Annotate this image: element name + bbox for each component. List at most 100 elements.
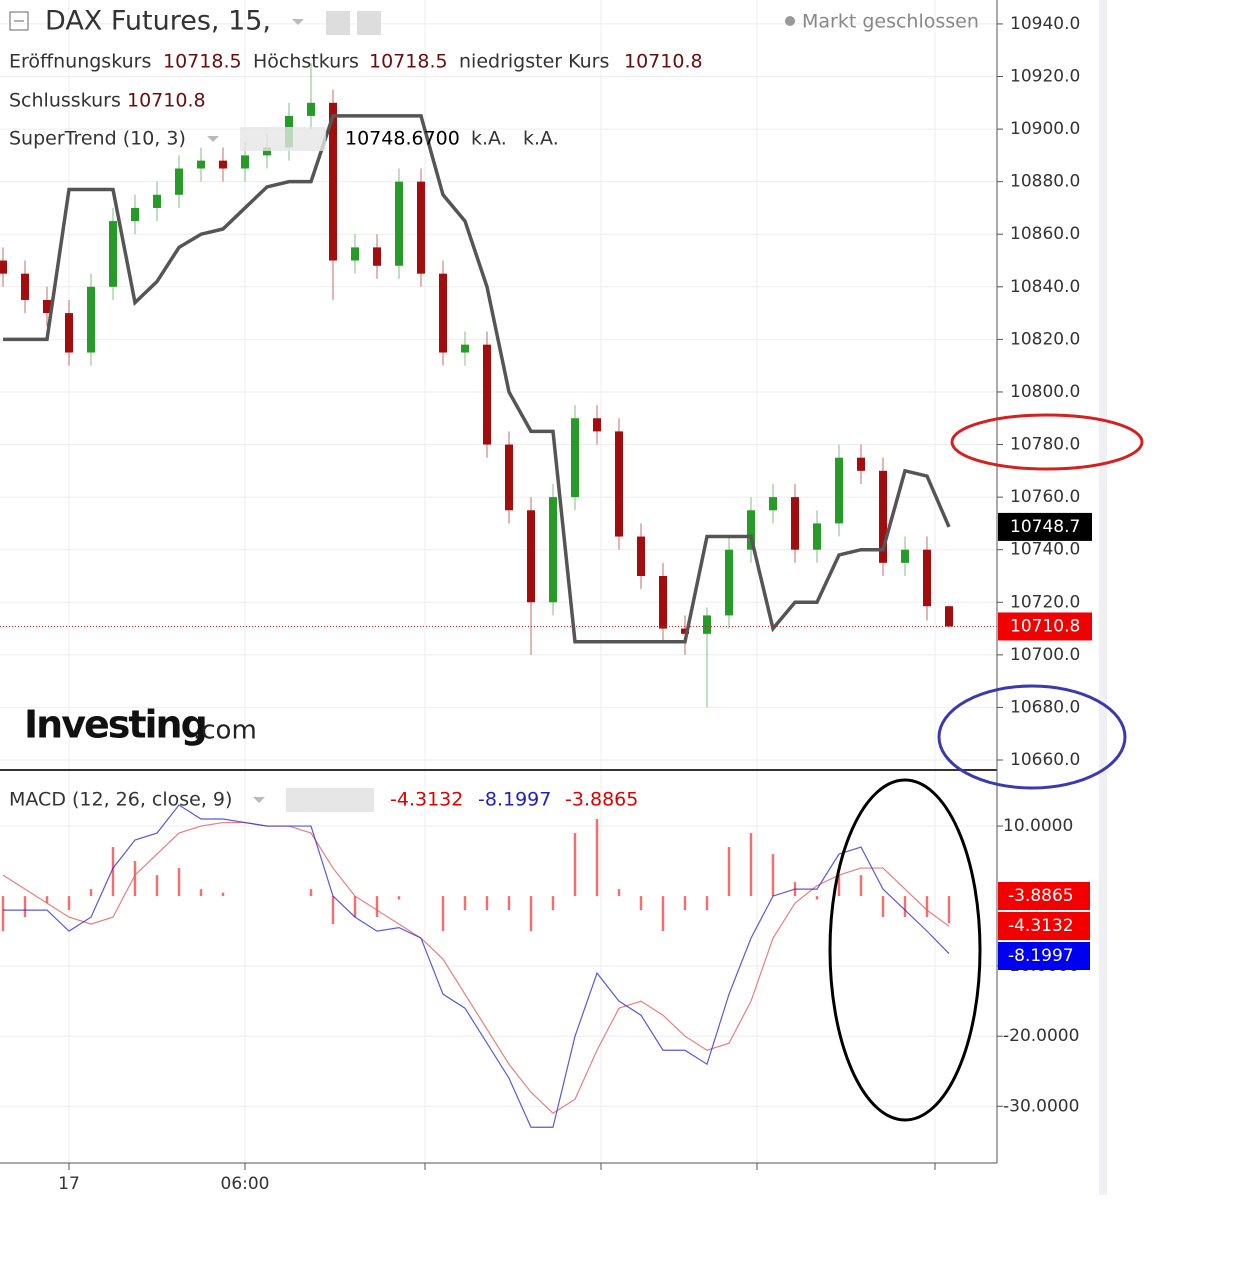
candle-body [395, 181, 403, 266]
supertrend-label: SuperTrend (10, 3) [9, 128, 186, 150]
macd-header-value: -8.1997 [478, 789, 551, 811]
y-tick-label: 10900.0 [1010, 119, 1080, 139]
hist-header-value: -3.8865 [565, 789, 638, 811]
y-tick-label: 10820.0 [1010, 329, 1080, 349]
candle-body [945, 606, 953, 627]
candle-body [65, 313, 73, 353]
candle-body [571, 418, 579, 498]
candle-body [307, 102, 315, 116]
candle-body [439, 273, 447, 353]
y-tick-label: 10.0000 [1003, 816, 1073, 836]
candle-body [109, 221, 117, 287]
close-value: 10710.8 [127, 90, 206, 112]
candle-body [175, 168, 183, 195]
price-badge-label: 10748.7 [1010, 517, 1080, 537]
y-tick-label: 10680.0 [1010, 697, 1080, 717]
na-value: k.A. [471, 128, 507, 150]
watermark: Investing [24, 703, 206, 747]
candle-body [219, 160, 227, 169]
candle-body [681, 628, 689, 634]
y-tick-label: 10940.0 [1010, 14, 1080, 34]
candle-body [901, 549, 909, 563]
candle-body [813, 523, 821, 550]
y-tick-label: 10760.0 [1010, 487, 1080, 507]
macd-line [3, 804, 950, 1128]
y-tick-label: 10780.0 [1010, 435, 1080, 455]
watermark-suffix: .com [193, 716, 257, 746]
candle-body [857, 457, 865, 471]
status-dot [785, 16, 795, 26]
price-badge-label: 10710.8 [1010, 616, 1080, 636]
y-tick-label: 10920.0 [1010, 67, 1080, 87]
x-minor-ticks [424, 1163, 936, 1170]
macd-badge-label: -4.3132 [1008, 916, 1074, 936]
candle-body [329, 102, 337, 261]
price-badge [998, 512, 1092, 541]
eye-icon[interactable] [326, 11, 350, 35]
candle-body [461, 344, 469, 353]
candle-body [87, 286, 95, 353]
low-label: niedrigster Kurs [459, 51, 609, 73]
annotation-ellipse [950, 413, 1144, 471]
candle-body [703, 615, 711, 634]
y-tick-label: 10860.0 [1010, 224, 1080, 244]
macd-badge-label: -8.1997 [1008, 946, 1074, 966]
candle-body [725, 549, 733, 616]
open-value: 10718.5 [163, 51, 242, 73]
macd-badge [998, 882, 1090, 910]
candle-body [153, 194, 161, 208]
indicator-icons[interactable] [240, 127, 326, 151]
candle-body [417, 181, 425, 274]
candle-body [835, 457, 843, 524]
candle-body [505, 444, 513, 511]
supertrend-line [3, 114, 951, 644]
candle-body [637, 536, 645, 576]
macd-badge [998, 942, 1090, 970]
candle-body [263, 147, 271, 156]
candle-body [659, 575, 667, 629]
candle-body [43, 299, 51, 314]
na-value: k.A. [523, 128, 559, 150]
candle-body [241, 155, 249, 169]
dropdown-icon[interactable] [292, 19, 304, 25]
low-value: 10710.8 [624, 51, 703, 73]
signal-header-value: -4.3132 [390, 789, 463, 811]
settings-icon[interactable] [357, 11, 381, 35]
y-tick-label: -30.0000 [1003, 1096, 1079, 1116]
annotation-ellipse [828, 778, 982, 1122]
overlay: 10660.0 10680.0 10700.0 10720.0 10740.0 10760… [58, 14, 1092, 1194]
candle-body [131, 207, 139, 222]
price-badge [998, 612, 1092, 641]
y-tick-label: -20.0000 [1003, 1026, 1079, 1046]
candle-body [549, 497, 557, 603]
x-tick-label: 06:00 [221, 1174, 270, 1194]
candle-body [483, 344, 491, 445]
candle-body [351, 247, 359, 261]
candle-body [0, 260, 7, 274]
candle-body [21, 273, 29, 300]
macd-title: MACD (12, 26, close, 9) [9, 789, 232, 811]
y-tick-label: 10880.0 [1010, 172, 1080, 192]
candle-body [197, 160, 205, 169]
candle-body [923, 549, 931, 607]
high-label: Höchstkurs [253, 51, 359, 73]
y-tick-label: 10720.0 [1010, 592, 1080, 612]
collapse-icon[interactable] [9, 11, 29, 31]
y-tick-label: 10660.0 [1010, 750, 1080, 770]
x-tick-label: 17 [58, 1174, 80, 1194]
y-tick-label: 10800.0 [1010, 382, 1080, 402]
candle-body [615, 431, 623, 537]
macd-line [2, 821, 950, 1115]
high-value: 10718.5 [369, 51, 448, 73]
candle-body [791, 497, 799, 550]
indicator-icons[interactable] [286, 788, 374, 812]
candle-body [769, 497, 777, 511]
annotation-ellipse [937, 684, 1127, 790]
dropdown-icon[interactable] [207, 136, 219, 142]
supertrend-value: 10748.6700 [345, 128, 460, 150]
scroll-strip [1099, 0, 1107, 1195]
candle-body [747, 510, 755, 550]
dropdown-icon[interactable] [253, 797, 265, 803]
candle-body [527, 510, 535, 603]
